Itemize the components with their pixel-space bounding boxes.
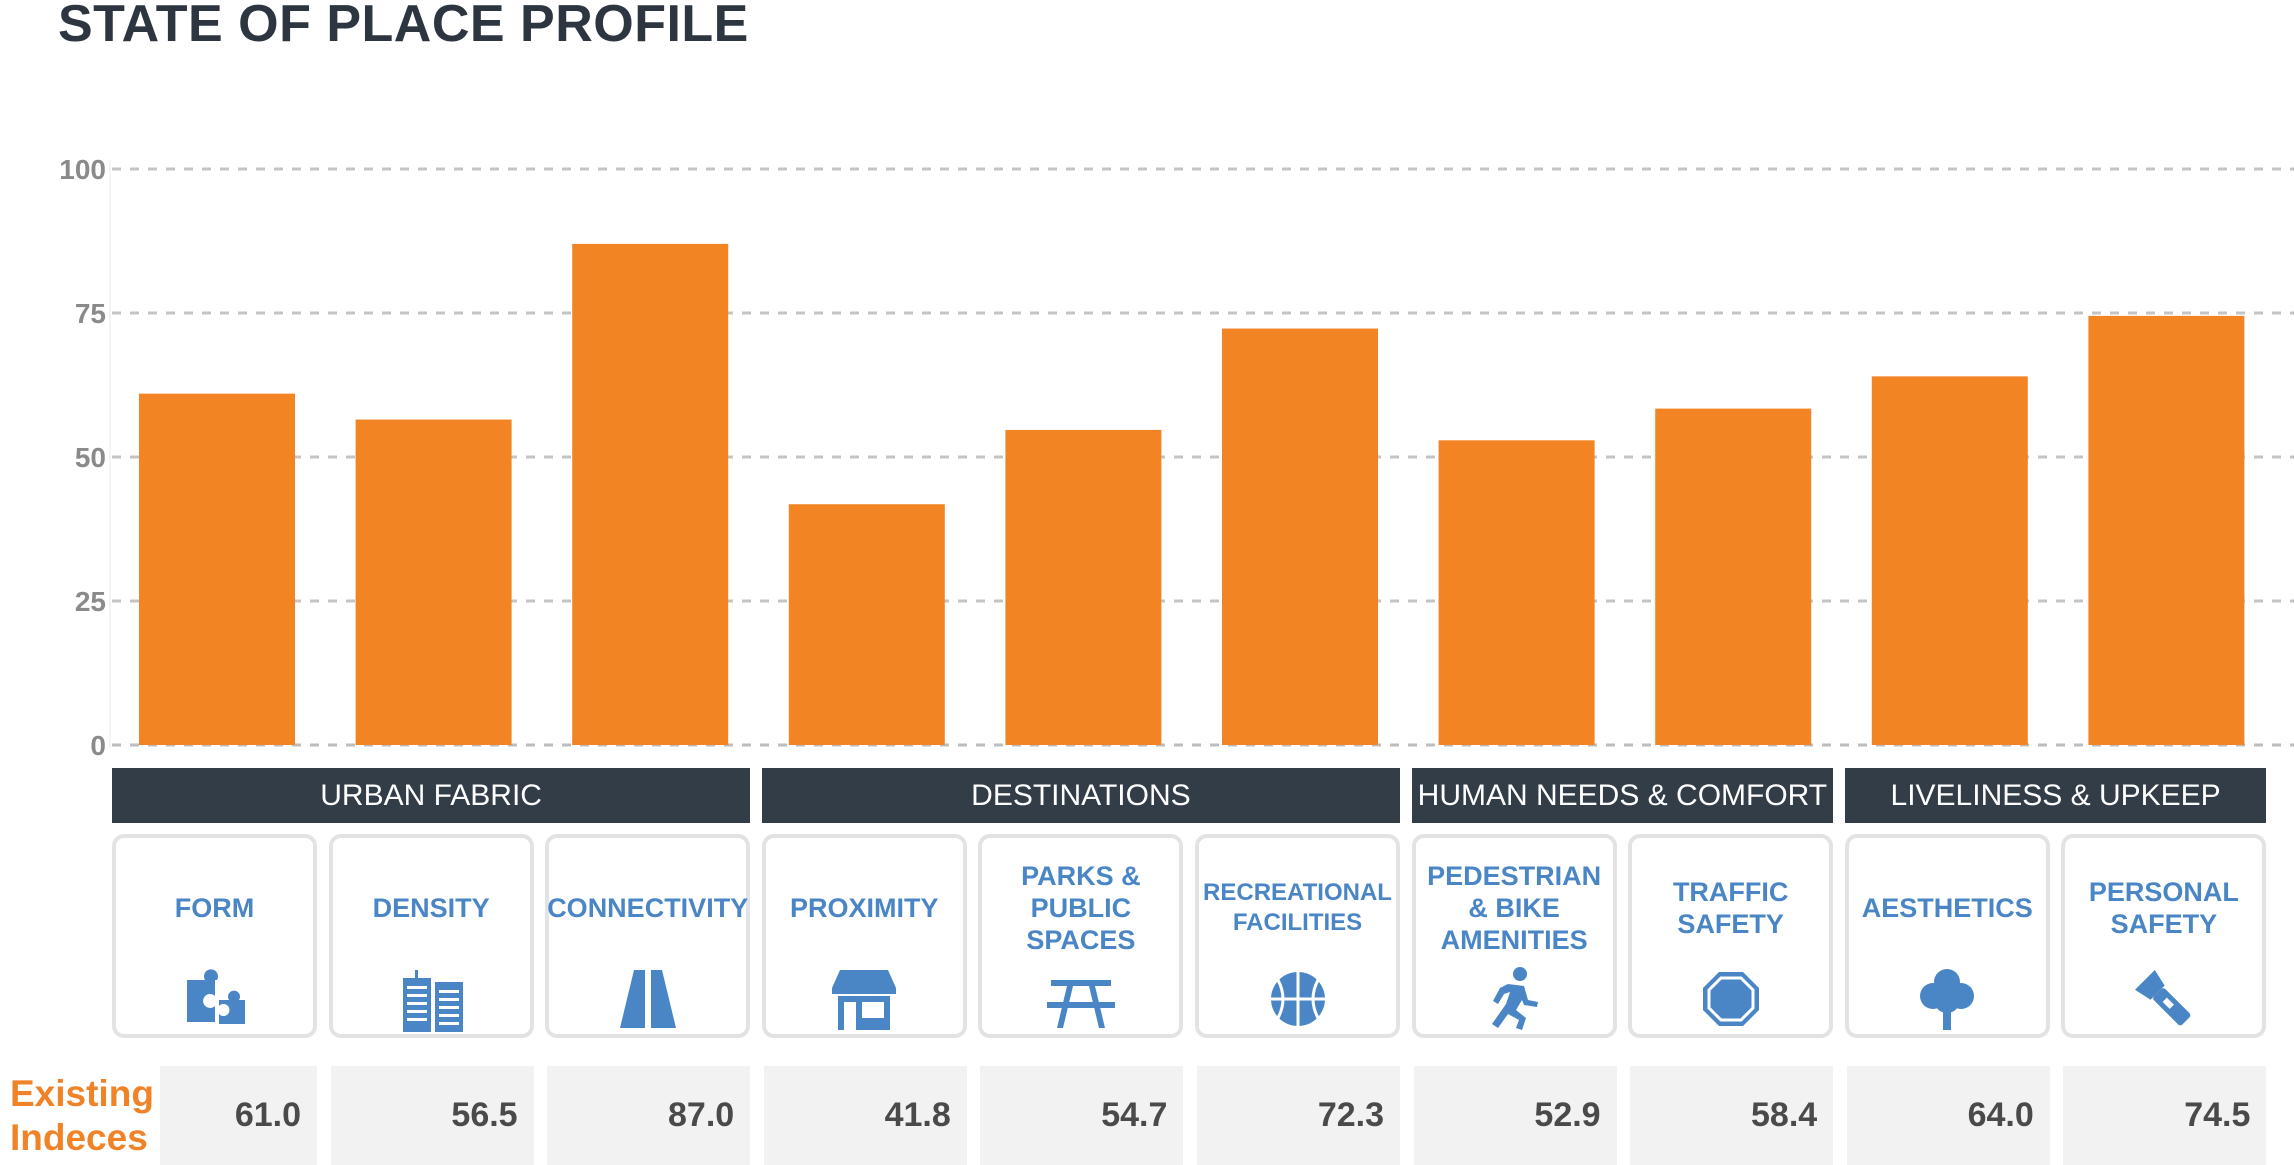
picnic-table-icon [1046,966,1115,1032]
bar [2088,315,2245,745]
indicator-card: PROXIMITY [761,834,967,1038]
indicator-label: PROXIMITY [790,893,939,923]
value-cell: 52.9 [1413,1066,1617,1165]
stop-sign-icon [1697,966,1765,1032]
storefront-icon [830,966,898,1032]
indicator-label: RECREATIONAL FACILITIES [1203,879,1392,936]
tree-icon [1913,966,1981,1032]
indicator-label: FORM [174,893,255,923]
flashlight-icon [2130,966,2198,1032]
bar [1655,408,1812,745]
y-tick-label: 75 [75,298,106,329]
bar [355,419,512,745]
indicator-label: PARKS & PUBLIC SPACES [1021,861,1141,955]
bar [1222,328,1378,745]
y-tick-label: 100 [59,154,106,185]
bar [788,504,945,745]
indicator-card: AESTHETICS [1844,834,2050,1038]
value-cell: 61.0 [160,1066,317,1165]
indicator-card: RECREATIONAL FACILITIES [1195,834,1400,1038]
value-cell: 54.7 [980,1066,1184,1165]
indicator-card: FORM [112,834,317,1038]
indicator-label: PERSONAL SAFETY [2088,877,2239,939]
group-band: URBAN FABRIC [112,768,751,823]
value-cell: 87.0 [547,1066,751,1165]
group-band: LIVELINESS & UPKEEP [1844,768,2267,823]
bar [1005,429,1162,745]
indicator-label: TRAFFIC SAFETY [1672,877,1789,939]
bar-chart: 0 25 50 75 100 [59,154,2294,760]
y-axis: 0 25 50 75 100 [59,154,111,760]
basketball-icon [1264,966,1332,1032]
bar [572,243,729,745]
indicator-card: PARKS & PUBLIC SPACES [978,834,1184,1038]
buildings-icon [397,966,465,1032]
indicator-card: PERSONAL SAFETY [2061,834,2267,1038]
group-band: HUMAN NEEDS & COMFORT [1411,768,1834,823]
road-icon [614,966,682,1032]
indicator-label: CONNECTIVITY [547,893,749,923]
value-cell: 41.8 [763,1066,967,1165]
indicator-card: PEDESTRIAN & BIKE AMENITIES [1411,834,1617,1038]
indicator-label: AESTHETICS [1861,893,2033,923]
value-cell: 74.5 [2063,1066,2267,1165]
value-cell: 72.3 [1197,1066,1400,1165]
runner-icon [1480,966,1548,1032]
indicator-card: CONNECTIVITY [545,834,751,1038]
indicator-label: PEDESTRIAN & BIKE AMENITIES [1427,861,1602,955]
puzzle-icon [181,966,249,1032]
value-cell: 58.4 [1630,1066,1834,1165]
y-tick-label: 0 [90,730,106,760]
group-band: DESTINATIONS [761,768,1400,823]
bar [1871,376,2028,745]
existing-indeces-label: Existing Indeces [10,1072,154,1158]
indicator-label: DENSITY [372,893,490,923]
value-cell: 56.5 [330,1066,534,1165]
bar [139,393,295,745]
bars [139,243,2245,745]
y-tick-label: 25 [75,586,106,617]
bar [1438,440,1595,745]
indicator-card: TRAFFIC SAFETY [1628,834,1834,1038]
y-tick-label: 50 [75,442,106,473]
page-title: STATE OF PLACE PROFILE [58,0,749,53]
indicator-card: DENSITY [328,834,534,1038]
value-cell: 64.0 [1846,1066,2050,1165]
